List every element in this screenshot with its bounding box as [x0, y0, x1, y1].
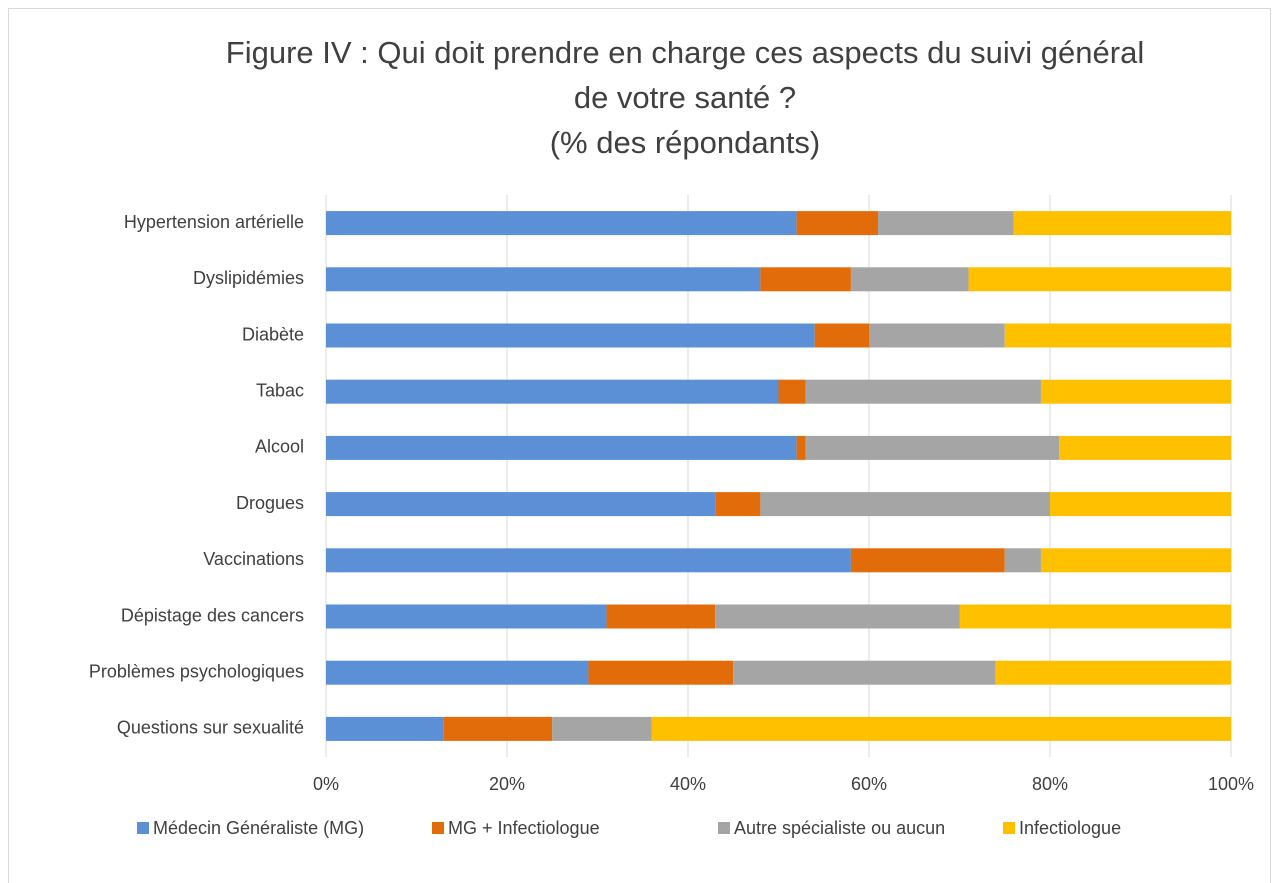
bar-segment	[715, 492, 761, 517]
legend-label: Autre spécialiste ou aucun	[734, 818, 945, 838]
bar-segment	[326, 716, 444, 741]
bar-segment	[326, 492, 716, 517]
bar-segment	[796, 435, 806, 460]
x-tick-label: 100%	[1208, 774, 1254, 794]
y-tick-label: Hypertension artérielle	[124, 212, 304, 232]
bar-segment	[760, 492, 1050, 517]
x-tick-label: 40%	[670, 774, 706, 794]
bar-segment	[326, 267, 761, 292]
bar-segment	[778, 379, 806, 404]
legend-label: MG + Infectiologue	[448, 818, 600, 838]
bar-segment	[326, 323, 815, 348]
bar-segment	[1004, 323, 1231, 348]
bar-segment	[805, 435, 1060, 460]
bar-segment	[760, 267, 851, 292]
bar-segment	[326, 604, 607, 629]
y-tick-label: Problèmes psychologiques	[89, 661, 304, 681]
x-tick-label: 60%	[851, 774, 887, 794]
y-tick-label: Dyslipidémies	[193, 268, 304, 288]
bar-segment	[995, 660, 1231, 685]
bar-segment	[326, 660, 589, 685]
bar-segment	[850, 267, 969, 292]
y-tick-label: Drogues	[236, 493, 304, 513]
legend-label: Médecin Généraliste (MG)	[153, 818, 364, 838]
x-tick-label: 80%	[1032, 774, 1068, 794]
bar-segment	[968, 267, 1231, 292]
bar-segment	[651, 716, 1231, 741]
y-tick-label: Alcool	[255, 437, 304, 457]
bar-segment	[326, 211, 797, 236]
y-tick-label: Tabac	[256, 380, 304, 400]
y-tick-label: Dépistage des cancers	[121, 605, 304, 625]
x-tick-label: 0%	[313, 774, 339, 794]
bar-segment	[715, 604, 960, 629]
bar-segment	[326, 379, 779, 404]
y-tick-label: Vaccinations	[203, 549, 304, 569]
bar-segment	[869, 323, 1005, 348]
bar-segment	[326, 548, 851, 573]
bar-segment	[1040, 548, 1231, 573]
bar-segment	[1013, 211, 1231, 236]
bar-segment	[1050, 492, 1231, 517]
legend-label: Infectiologue	[1019, 818, 1121, 838]
bar-segment	[326, 435, 797, 460]
bar-segment	[552, 716, 652, 741]
bar-segment	[1004, 548, 1041, 573]
x-tick-label: 20%	[489, 774, 525, 794]
chart-title: Figure IV : Qui doit prendre en charge c…	[226, 35, 1144, 70]
bar-segment	[959, 604, 1231, 629]
bar-segment	[814, 323, 869, 348]
y-tick-label: Diabète	[242, 324, 304, 344]
bar-segment	[443, 716, 553, 741]
legend-swatch	[432, 822, 444, 834]
legend-swatch	[718, 822, 730, 834]
bar-segment	[878, 211, 1014, 236]
bar-segment	[1040, 379, 1231, 404]
legend-swatch	[1003, 822, 1015, 834]
bar-segment	[850, 548, 1005, 573]
y-tick-label: Questions sur sexualité	[117, 718, 304, 738]
chart-title: de votre santé ?	[574, 80, 796, 115]
bar-segment	[733, 660, 996, 685]
bar-segment	[588, 660, 734, 685]
bar-segment	[1059, 435, 1231, 460]
bar-segment	[606, 604, 716, 629]
chart-subtitle: (% des répondants)	[550, 125, 821, 160]
bar-segment	[805, 379, 1041, 404]
legend-swatch	[137, 822, 149, 834]
bar-segment	[796, 211, 879, 236]
